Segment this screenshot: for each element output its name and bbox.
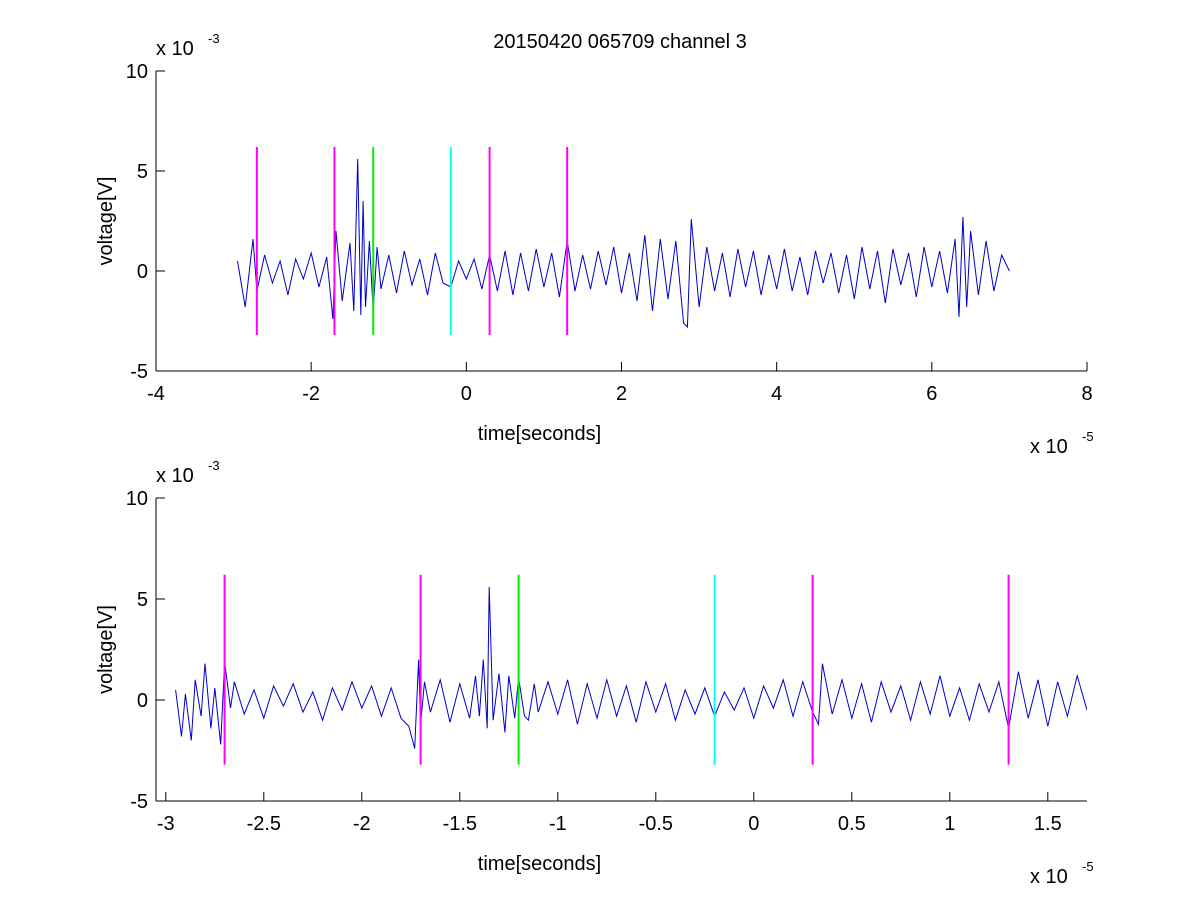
y-tick-label: 0 bbox=[137, 261, 148, 283]
x-tick-label: -2 bbox=[302, 383, 320, 405]
y-axis-label: voltage[V] bbox=[95, 605, 117, 694]
x-tick-label: -1.5 bbox=[443, 813, 477, 835]
y-tick-label: 0 bbox=[137, 690, 148, 712]
x-tick-label: 4 bbox=[771, 383, 782, 405]
x-axis-label: time[seconds] bbox=[478, 423, 601, 445]
signal-trace bbox=[237, 158, 1010, 329]
y-multiplier: x 10 bbox=[156, 465, 194, 487]
y-tick-label: -5 bbox=[130, 361, 148, 383]
y-tick-label: 10 bbox=[126, 61, 148, 83]
x-tick-label: 2 bbox=[616, 383, 627, 405]
x-tick-label: 1 bbox=[944, 813, 955, 835]
x-exponent: -5 bbox=[1082, 429, 1094, 444]
bottom-plot: -3 -2.5 -2 -1.5 -1 -0.5 0 0.5 1 1.5 -5 0 5 10 x 10 -3 x … bbox=[95, 458, 1094, 888]
x-multiplier: x 10 bbox=[1030, 436, 1068, 458]
x-tick-label: -2 bbox=[353, 813, 371, 835]
x-multiplier: x 10 bbox=[1030, 866, 1068, 888]
x-tick-label: -1 bbox=[549, 813, 567, 835]
x-tick-label: 0 bbox=[461, 383, 472, 405]
x-axis-label: time[seconds] bbox=[478, 853, 601, 875]
x-tick-label: -4 bbox=[147, 383, 165, 405]
y-exponent: -3 bbox=[208, 458, 220, 473]
x-tick-label: 8 bbox=[1081, 383, 1092, 405]
y-axis-label: voltage[V] bbox=[95, 177, 117, 266]
figure-title: 20150420 065709 channel 3 bbox=[493, 31, 747, 53]
y-tick-label: 10 bbox=[126, 488, 148, 510]
x-tick-label: -0.5 bbox=[639, 813, 673, 835]
x-tick-label: -3 bbox=[157, 813, 175, 835]
y-tick-label: 5 bbox=[137, 589, 148, 611]
y-tick-label: 5 bbox=[137, 161, 148, 183]
x-tick-label: 6 bbox=[926, 383, 937, 405]
x-tick-label: -2.5 bbox=[247, 813, 281, 835]
top-plot: -4 -2 0 2 4 6 8 -5 0 5 10 x 10 -3 x 10 -5 time[seconds]… bbox=[95, 31, 1094, 458]
x-tick-label: 0.5 bbox=[838, 813, 866, 835]
x-tick-label: 1.5 bbox=[1034, 813, 1062, 835]
y-multiplier: x 10 bbox=[156, 38, 194, 60]
y-exponent: -3 bbox=[208, 31, 220, 46]
y-tick-label: -5 bbox=[130, 791, 148, 813]
x-exponent: -5 bbox=[1082, 859, 1094, 874]
signal-trace bbox=[175, 586, 1087, 749]
x-tick-label: 0 bbox=[748, 813, 759, 835]
